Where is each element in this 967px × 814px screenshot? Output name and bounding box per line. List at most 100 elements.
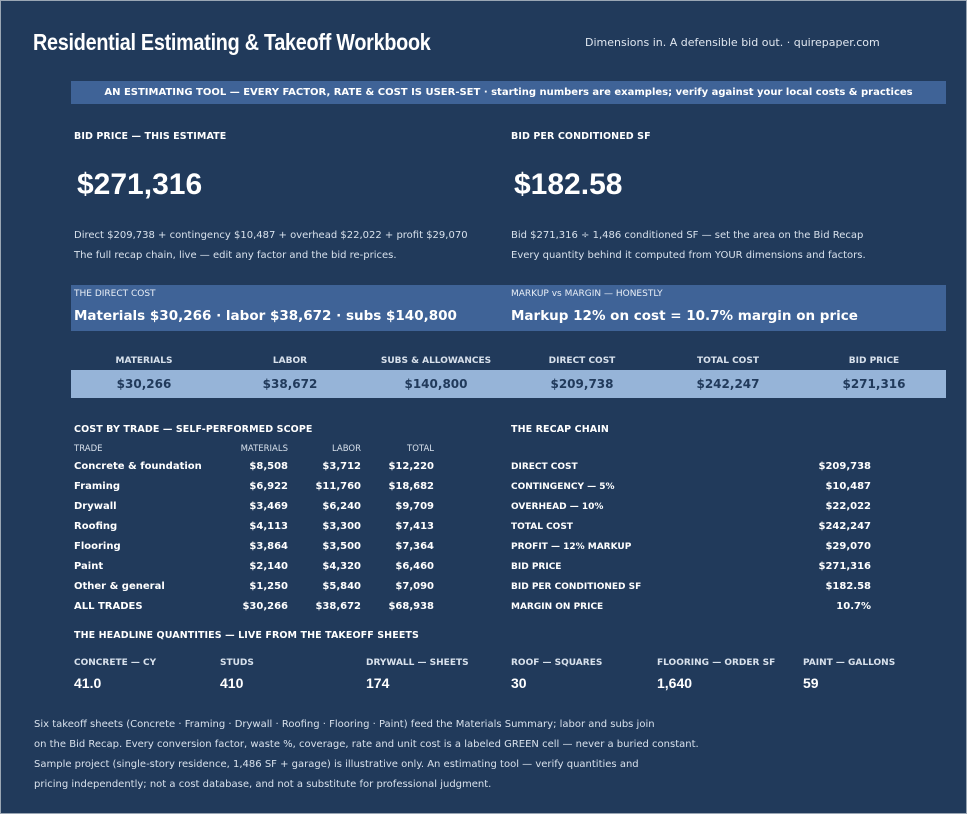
trade-cell-materials: $3,864 (249, 541, 288, 552)
trade-cell-labor: $5,840 (322, 581, 361, 592)
recap-label: TOTAL COST (511, 522, 573, 532)
qty-value-studs: 410 (220, 675, 244, 691)
qty-value-roof: 30 (511, 675, 527, 691)
trades-header-materials: MATERIALS (240, 444, 288, 454)
bid-per-sf-note-1: Bid $271,316 ÷ 1,486 conditioned SF — se… (511, 230, 864, 241)
summary-value-materials: $30,266 (116, 377, 172, 391)
recap-label: CONTINGENCY — 5% (511, 482, 615, 492)
recap-title: THE RECAP CHAIN (511, 424, 609, 435)
trade-cell-trade: Paint (74, 561, 104, 572)
qty-label-concrete: CONCRETE — CY (74, 658, 157, 668)
direct-cost-box-value: Materials $30,266 · labor $38,672 · subs… (74, 308, 457, 324)
trade-cell-trade: Concrete & foundation (74, 461, 202, 472)
bid-price-label: BID PRICE — THIS ESTIMATE (74, 131, 227, 142)
trade-cell-labor: $38,672 (315, 601, 361, 612)
direct-cost-box: THE DIRECT COST Materials $30,266 · labo… (71, 285, 508, 331)
recap-label: DIRECT COST (511, 462, 578, 472)
qty-label-drywall: DRYWALL — SHEETS (366, 658, 469, 668)
footer-line-3: Sample project (single-story residence, … (34, 759, 639, 770)
trade-cell-trade: Framing (74, 481, 120, 492)
trade-cell-materials: $8,508 (249, 461, 288, 472)
trade-cell-materials: $30,266 (242, 601, 288, 612)
qty-label-studs: STUDS (220, 658, 254, 668)
summary-bar (71, 370, 946, 398)
recap-value: $29,070 (825, 541, 871, 552)
disclaimer-banner: AN ESTIMATING TOOL — EVERY FACTOR, RATE … (71, 81, 946, 104)
trade-cell-labor: $3,500 (322, 541, 361, 552)
qty-value-concrete: 41.0 (74, 675, 102, 691)
footer-line-4: pricing independently; not a cost databa… (34, 779, 492, 790)
qty-label-paint: PAINT — GALLONS (803, 658, 896, 668)
trade-cell-materials: $1,250 (249, 581, 288, 592)
summary-value-direct: $209,738 (550, 377, 614, 391)
recap-value: $22,022 (825, 501, 871, 512)
summary-label-labor: LABOR (272, 356, 308, 366)
qty-value-paint: 59 (803, 675, 819, 691)
trade-cell-total: $6,460 (395, 561, 434, 572)
trades-title: COST BY TRADE — SELF-PERFORMED SCOPE (74, 424, 313, 435)
summary-value-subs: $140,800 (404, 377, 468, 391)
recap-value: $271,316 (818, 561, 871, 572)
recap-value: $209,738 (818, 461, 871, 472)
trade-cell-labor: $11,760 (315, 481, 361, 492)
qty-value-flooring: 1,640 (657, 675, 693, 691)
footer-line-1: Six takeoff sheets (Concrete · Framing ·… (34, 719, 655, 730)
footer-line-2: on the Bid Recap. Every conversion facto… (34, 739, 699, 750)
trade-cell-materials: $6,922 (249, 481, 288, 492)
trade-cell-materials: $4,113 (249, 521, 288, 532)
summary-value-total: $242,247 (696, 377, 760, 391)
trades-header-trade: TRADE (74, 444, 103, 454)
workbook-title: Residential Estimating & Takeoff Workboo… (33, 29, 431, 55)
trades-header-total: TOTAL (407, 444, 434, 454)
recap-label: OVERHEAD — 10% (511, 502, 604, 512)
trade-cell-trade: Flooring (74, 541, 121, 552)
trade-cell-total: $7,090 (395, 581, 434, 592)
summary-label-total: TOTAL COST (697, 356, 759, 366)
trade-cell-trade: ALL TRADES (74, 601, 143, 612)
trade-cell-labor: $3,300 (322, 521, 361, 532)
bid-per-sf-note-2: Every quantity behind it computed from Y… (511, 250, 866, 261)
bid-price-note-1: Direct $209,738 + contingency $10,487 + … (74, 230, 468, 241)
trade-cell-total: $7,413 (395, 521, 434, 532)
trade-cell-trade: Other & general (74, 581, 165, 592)
summary-value-bid: $271,316 (842, 377, 906, 391)
summary-value-labor: $38,672 (262, 377, 318, 391)
trade-cell-total: $12,220 (388, 461, 434, 472)
bid-price-value: $271,316 (77, 168, 203, 201)
trades-header-labor: LABOR (331, 444, 361, 454)
bid-per-sf-label: BID PER CONDITIONED SF (511, 131, 651, 142)
recap-label: PROFIT — 12% MARKUP (511, 542, 632, 552)
summary-label-subs: SUBS & ALLOWANCES (380, 356, 492, 366)
recap-value: $182.58 (825, 581, 871, 592)
trade-cell-trade: Roofing (74, 521, 118, 532)
qty-label-flooring: FLOORING — ORDER SF (657, 658, 776, 668)
tagline: Dimensions in. A defensible bid out. · q… (585, 36, 880, 49)
recap-value: $10,487 (825, 481, 871, 492)
markup-margin-box-value: Markup 12% on cost = 10.7% margin on pri… (511, 308, 858, 324)
trade-cell-trade: Drywall (74, 501, 117, 512)
qty-value-drywall: 174 (366, 675, 390, 691)
trade-cell-labor: $6,240 (322, 501, 361, 512)
trade-cell-materials: $3,469 (249, 501, 288, 512)
quantities-title: THE HEADLINE QUANTITIES — LIVE FROM THE … (74, 630, 419, 641)
trade-cell-total: $9,709 (395, 501, 434, 512)
direct-cost-box-label: THE DIRECT COST (74, 289, 156, 299)
summary-label-bid: BID PRICE (848, 356, 900, 366)
markup-margin-box-label: MARKUP vs MARGIN — HONESTLY (511, 289, 663, 299)
recap-value: 10.7% (836, 601, 871, 612)
recap-label: MARGIN ON PRICE (511, 602, 604, 612)
trade-cell-total: $68,938 (388, 601, 434, 612)
bid-price-note-2: The full recap chain, live — edit any fa… (74, 250, 397, 261)
bid-per-sf-value: $182.58 (514, 168, 623, 201)
summary-label-materials: MATERIALS (115, 356, 173, 366)
recap-label: BID PER CONDITIONED SF (511, 582, 642, 592)
qty-label-roof: ROOF — SQUARES (511, 658, 603, 668)
recap-value: $242,247 (818, 521, 871, 532)
markup-margin-box: MARKUP vs MARGIN — HONESTLY Markup 12% o… (508, 285, 946, 331)
trade-cell-total: $7,364 (395, 541, 434, 552)
trade-cell-materials: $2,140 (249, 561, 288, 572)
summary-label-direct: DIRECT COST (548, 356, 616, 366)
trade-cell-total: $18,682 (388, 481, 434, 492)
recap-label: BID PRICE (511, 562, 562, 572)
